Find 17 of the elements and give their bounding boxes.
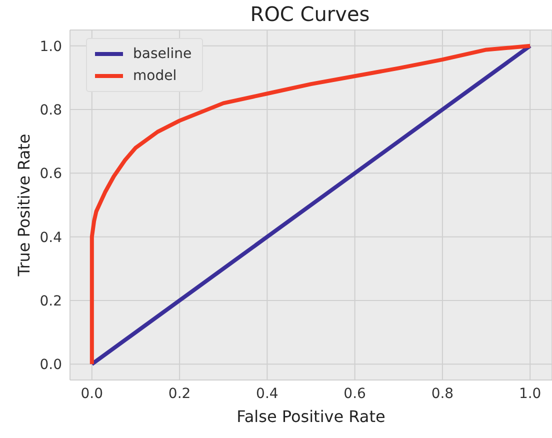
y-tick-label: 0.4 (40, 230, 62, 246)
y-axis-title: True Positive Rate (14, 134, 34, 278)
x-tick-label: 0.2 (168, 386, 191, 402)
y-tick-label: 0.0 (40, 357, 62, 374)
x-tick-label: 0.0 (80, 386, 104, 402)
y-tick-label: 0.6 (40, 166, 62, 182)
x-axis-title: False Positive Rate (236, 407, 386, 426)
legend-label: baseline (133, 46, 192, 62)
y-tick-label: 0.8 (40, 102, 62, 119)
x-tick-label: 0.8 (431, 386, 454, 402)
y-tick-label: 1.0 (40, 38, 62, 55)
x-tick-label: 1.0 (518, 386, 542, 402)
chart-title: ROC Curves (249, 2, 371, 26)
x-tick-label: 0.6 (344, 386, 366, 402)
y-tick-label: 0.2 (40, 293, 62, 310)
x-tick-label: 0.4 (256, 386, 278, 402)
legend-label: model (133, 68, 177, 84)
